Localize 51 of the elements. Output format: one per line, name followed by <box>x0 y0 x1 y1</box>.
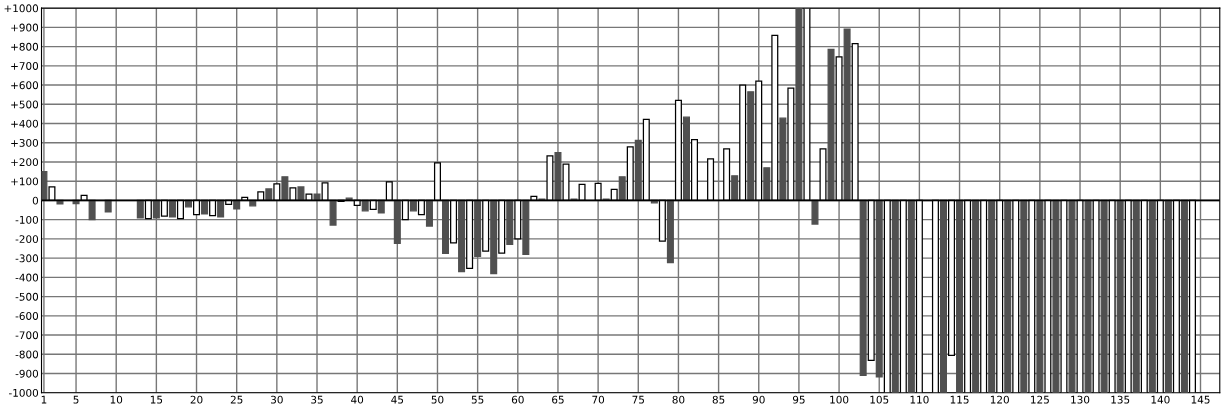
y-tick-label: +300 <box>11 138 39 147</box>
y-tick-label: -900 <box>15 369 39 378</box>
y-tick-label: +500 <box>11 100 39 109</box>
y-tick-label: +200 <box>11 158 39 167</box>
y-tick-label: -800 <box>15 350 39 359</box>
y-tick-label: -1000 <box>8 388 39 397</box>
y-tick-label: -300 <box>15 254 39 263</box>
x-tick-label: 85 <box>712 395 725 404</box>
y-tick-label: -400 <box>15 273 39 282</box>
y-tick-label: +600 <box>11 81 39 90</box>
y-tick-label: +1000 <box>4 4 39 13</box>
x-tick-label: 115 <box>950 395 969 404</box>
y-tick-label: +100 <box>11 177 39 186</box>
x-tick-label: 140 <box>1151 395 1170 404</box>
x-tick-label: 125 <box>1031 395 1049 404</box>
y-tick-label: -700 <box>15 331 39 340</box>
x-tick-label: 5 <box>73 395 79 404</box>
x-tick-label: 35 <box>311 395 323 404</box>
y-tick-label: +900 <box>11 23 39 32</box>
y-tick-label: -100 <box>15 215 39 224</box>
x-tick-label: 110 <box>910 395 929 404</box>
x-tick-label: 135 <box>1111 395 1130 404</box>
x-tick-label: 40 <box>351 395 364 404</box>
x-tick-label: 25 <box>230 395 243 404</box>
x-tick-label: 1 <box>41 395 47 404</box>
x-tick-label: 45 <box>391 395 404 404</box>
x-tick-label: 75 <box>632 395 644 404</box>
x-tick-label: 105 <box>870 395 889 404</box>
x-tick-label: 100 <box>830 395 849 404</box>
y-tick-label: -600 <box>15 312 39 320</box>
x-tick-label: 60 <box>511 395 524 404</box>
y-tick-label: 0 <box>32 196 39 205</box>
x-tick-label: 10 <box>110 395 123 404</box>
x-tick-label: 15 <box>150 395 163 404</box>
x-tick-label: 55 <box>471 395 484 404</box>
x-tick-label: 65 <box>552 395 564 404</box>
x-tick-label: 120 <box>990 395 1009 404</box>
x-tick-label: 145 <box>1191 395 1210 404</box>
x-tick-label: 70 <box>592 395 605 404</box>
x-tick-label: 80 <box>672 395 685 404</box>
y-tick-label: -200 <box>15 235 39 244</box>
x-tick-label: 50 <box>431 395 444 404</box>
y-tick-label: +400 <box>11 119 39 128</box>
x-tick-label: 95 <box>792 395 805 404</box>
x-tick-label: 30 <box>271 395 283 404</box>
x-tick-label: 130 <box>1071 395 1090 404</box>
x-tick-label: 20 <box>190 395 203 404</box>
y-tick-label: +700 <box>11 62 39 70</box>
y-tick-label: +800 <box>11 42 39 51</box>
y-tick-label: -500 <box>15 292 39 301</box>
x-tick-label: 90 <box>752 395 765 404</box>
